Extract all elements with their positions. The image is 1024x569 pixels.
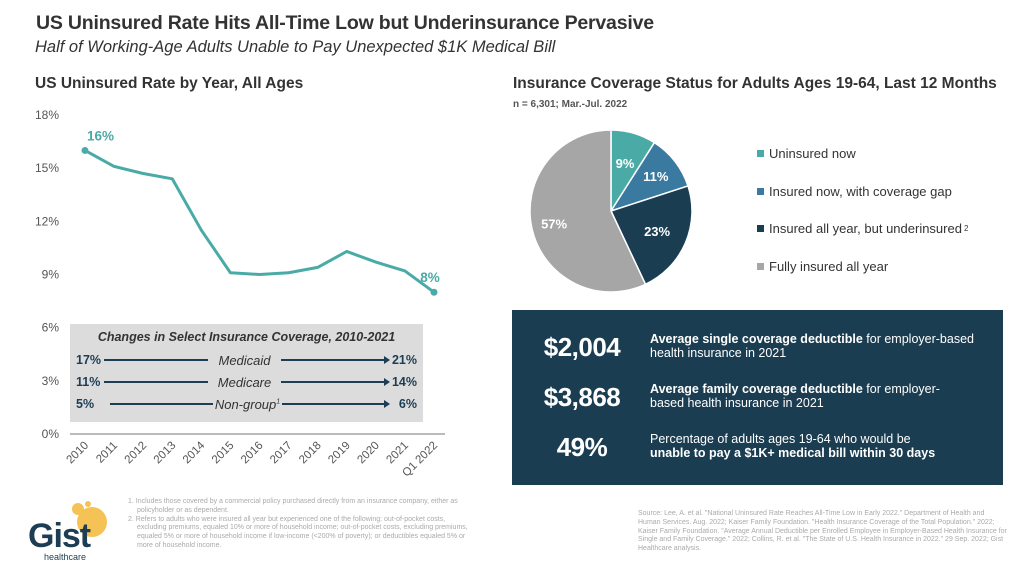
arrow-icon: [280, 356, 391, 364]
coverage-end-value: 6%: [398, 397, 417, 411]
stat-description-single-deductible: Average single coverage deductible for e…: [650, 332, 1003, 360]
arrow-icon: [281, 378, 390, 386]
y-tick-label: 3%: [42, 374, 60, 388]
legend-item-fully-insured: Fully insured all year: [757, 259, 888, 274]
coverage-start-value: 17%: [76, 353, 102, 367]
coverage-type-label: Medicare: [217, 374, 272, 390]
coverage-start-value: 5%: [76, 397, 95, 411]
legend-item-coverage-gap: Insured now, with coverage gap: [757, 184, 952, 199]
data-point-label: 8%: [420, 270, 440, 285]
x-tick-label: 2018: [297, 440, 324, 467]
x-tick-label: 2010: [65, 440, 92, 467]
logo-bubble-large: [77, 507, 107, 537]
footnotes: 1. Includes those covered by a commercia…: [128, 498, 468, 551]
source-citation: Source: Lee, A. et al. "National Uninsur…: [638, 510, 1007, 553]
connector-line: [104, 381, 208, 383]
coverage-type-text: Non-group: [214, 396, 277, 412]
legend-label: Uninsured now: [769, 146, 856, 161]
coverage-change-row-medicaid: 17% Medicaid 21%: [76, 352, 417, 368]
stat-description-unable-to-pay: Percentage of adults ages 19-64 who woul…: [650, 432, 990, 460]
stat-value-family-deductible: $3,868: [543, 382, 621, 412]
coverage-end-value: 21%: [391, 353, 417, 367]
connector-line: [104, 359, 209, 361]
legend-swatch: [757, 263, 764, 270]
data-point-marker: [430, 288, 438, 296]
coverage-change-row-medicare: 11% Medicare 14%: [76, 374, 417, 390]
footnote-marker: 2: [963, 224, 969, 233]
coverage-start-value: 11%: [76, 375, 101, 389]
pie-slice: [529, 129, 647, 293]
connector-line: [110, 403, 213, 405]
logo-bubble-medium: [72, 503, 84, 515]
y-tick-label: 12%: [35, 214, 59, 228]
stat-value-unable-to-pay: 49%: [556, 432, 608, 462]
data-point-marker: [81, 146, 89, 154]
gist-healthcare-logo: Gist healthcare: [28, 501, 107, 562]
x-tick-label: 2021: [384, 440, 411, 467]
x-tick-label: 2014: [181, 439, 208, 466]
legend-label: Fully insured all year: [769, 259, 889, 274]
key-stats-panel: $2,004 Average single coverage deductibl…: [512, 310, 1003, 485]
stat-desc-bold: Average family coverage deductible: [650, 382, 863, 396]
stat-desc-plain: Percentage of adults ages 19-64 who woul…: [650, 432, 911, 446]
footnote-2: 2. Refers to adults who were insured all…: [128, 515, 468, 549]
x-tick-label: 2012: [123, 440, 150, 467]
line-chart-title: US Uninsured Rate by Year, All Ages: [35, 75, 304, 92]
coverage-type-label: Medicaid: [218, 352, 271, 368]
x-tick-label: 2017: [268, 440, 295, 467]
uninsured-rate-line-chart: 0%3%6%9%12%15%18% 2010 2011 2012 2013 2014 20…: [35, 108, 445, 479]
logo-tagline: healthcare: [44, 552, 86, 562]
pie-slice: [609, 185, 693, 286]
arrow-icon: [282, 400, 390, 408]
stat-desc-bold: unable to pay a $1K+ medical bill within…: [650, 446, 936, 460]
legend-label: Insured all year, but underinsured: [769, 221, 962, 236]
page-title: US Uninsured Rate Hits All-Time Low but …: [36, 12, 654, 34]
pie-slice-label: 9%: [616, 156, 635, 171]
stat-description-family-deductible: Average family coverage deductible for e…: [650, 382, 950, 410]
logo-wordmark: Gist: [28, 517, 91, 555]
y-tick-label: 9%: [42, 268, 60, 282]
coverage-type-label: Non-group1: [213, 397, 282, 412]
legend-item-uninsured-now: Uninsured now: [757, 146, 856, 161]
coverage-end-value: 14%: [391, 375, 417, 389]
legend-swatch: [757, 225, 764, 232]
footnote-1: 1. Includes those covered by a commercia…: [128, 498, 458, 514]
coverage-change-row-non-group: 5% Non-group1 6%: [76, 396, 417, 412]
pie-chart-subtitle: n = 6,301; Mar.-Jul. 2022: [513, 99, 628, 110]
page-subtitle: Half of Working-Age Adults Unable to Pay…: [35, 38, 556, 56]
y-tick-label: 0%: [42, 427, 60, 441]
y-tick-label: 6%: [42, 321, 60, 335]
x-tick-label: 2019: [326, 440, 353, 467]
legend-label: Insured now, with coverage gap: [769, 184, 952, 199]
pie-slice-label: 23%: [644, 224, 670, 239]
uninsured-rate-series-line: [84, 149, 435, 294]
y-tick-label: 18%: [35, 108, 59, 122]
coverage-status-pie-chart: 9% 11% 23% 57%: [529, 129, 693, 293]
coverage-changes-box: Changes in Select Insurance Coverage, 20…: [70, 324, 423, 422]
x-tick-label: 2011: [94, 440, 120, 466]
stat-value-single-deductible: $2,004: [543, 332, 621, 362]
pie-chart-title: Insurance Coverage Status for Adults Age…: [513, 75, 997, 92]
x-tick-label: 2016: [239, 440, 266, 467]
pie-slice-label: 11%: [643, 169, 669, 184]
data-point-label: 16%: [87, 128, 114, 143]
stat-desc-rest: for employer-based health insurance in 2…: [650, 332, 974, 360]
x-tick-label: 2020: [355, 440, 382, 467]
x-tick-label: 2013: [152, 440, 179, 467]
legend-swatch: [757, 188, 764, 195]
y-tick-label: 15%: [35, 161, 59, 175]
logo-bubble-small: [85, 501, 91, 507]
legend-item-underinsured: Insured all year, but underinsured 2: [757, 221, 968, 236]
stat-desc-rest: for employer-based health insurance in 2…: [650, 382, 940, 410]
pie-slice-label: 57%: [541, 217, 567, 232]
coverage-changes-title: Changes in Select Insurance Coverage, 20…: [97, 330, 396, 344]
x-tick-label: 2015: [210, 440, 237, 467]
footnote-marker: 1: [276, 398, 281, 406]
stat-desc-bold: Average single coverage deductible: [650, 332, 863, 346]
legend-swatch: [757, 150, 764, 157]
